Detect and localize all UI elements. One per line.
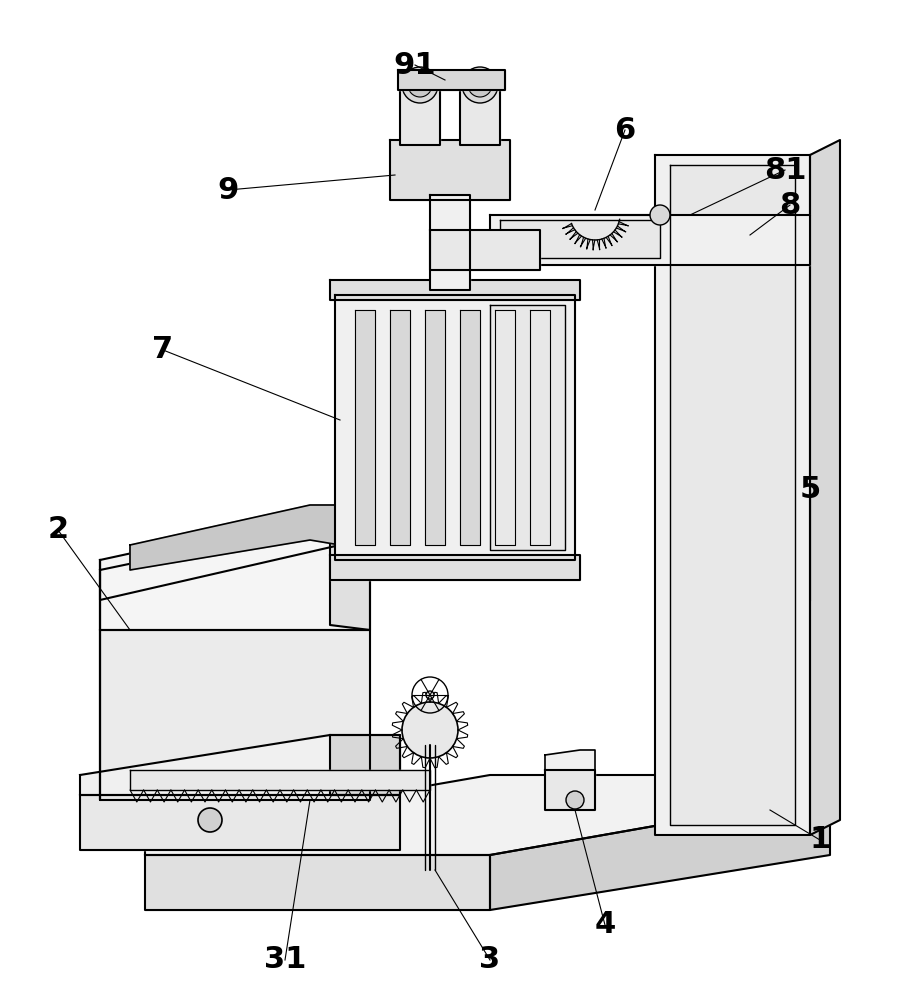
Polygon shape xyxy=(145,855,490,910)
Polygon shape xyxy=(545,750,594,770)
Polygon shape xyxy=(529,310,549,545)
Polygon shape xyxy=(654,155,809,835)
Circle shape xyxy=(426,691,434,699)
Polygon shape xyxy=(354,310,374,545)
Polygon shape xyxy=(130,505,340,570)
Polygon shape xyxy=(490,215,809,265)
Polygon shape xyxy=(500,220,659,258)
Polygon shape xyxy=(145,775,829,855)
Circle shape xyxy=(462,67,497,103)
Text: 2: 2 xyxy=(48,516,69,544)
Polygon shape xyxy=(80,735,400,795)
Text: 91: 91 xyxy=(393,51,436,80)
Polygon shape xyxy=(669,165,794,825)
Text: 31: 31 xyxy=(263,945,306,974)
Circle shape xyxy=(408,73,431,97)
Polygon shape xyxy=(329,735,400,795)
Circle shape xyxy=(198,808,222,832)
Text: 7: 7 xyxy=(152,336,173,364)
Text: 1: 1 xyxy=(808,825,830,854)
Polygon shape xyxy=(425,310,445,545)
Circle shape xyxy=(566,791,584,809)
Polygon shape xyxy=(490,795,829,910)
Text: 5: 5 xyxy=(798,476,820,504)
Polygon shape xyxy=(329,280,579,300)
Polygon shape xyxy=(100,520,429,600)
Circle shape xyxy=(401,702,457,758)
Text: 3: 3 xyxy=(479,945,500,974)
Polygon shape xyxy=(100,510,370,630)
Polygon shape xyxy=(329,510,370,630)
Polygon shape xyxy=(400,80,439,145)
Polygon shape xyxy=(398,70,504,90)
Polygon shape xyxy=(459,80,500,145)
Polygon shape xyxy=(390,140,510,200)
Polygon shape xyxy=(130,770,429,790)
Polygon shape xyxy=(429,230,539,270)
Text: 9: 9 xyxy=(217,176,238,205)
Polygon shape xyxy=(545,770,594,810)
Polygon shape xyxy=(494,310,514,545)
Text: 81: 81 xyxy=(763,156,805,185)
Polygon shape xyxy=(80,795,400,850)
Polygon shape xyxy=(390,310,410,545)
Polygon shape xyxy=(809,140,839,835)
Polygon shape xyxy=(459,310,480,545)
Circle shape xyxy=(467,73,492,97)
Polygon shape xyxy=(335,295,575,560)
Text: 8: 8 xyxy=(778,191,800,220)
Polygon shape xyxy=(329,555,579,580)
Polygon shape xyxy=(100,630,370,800)
Polygon shape xyxy=(490,305,565,550)
Circle shape xyxy=(401,67,437,103)
Polygon shape xyxy=(429,195,469,290)
Text: 4: 4 xyxy=(594,910,615,939)
Text: 6: 6 xyxy=(613,116,635,145)
Circle shape xyxy=(649,205,669,225)
